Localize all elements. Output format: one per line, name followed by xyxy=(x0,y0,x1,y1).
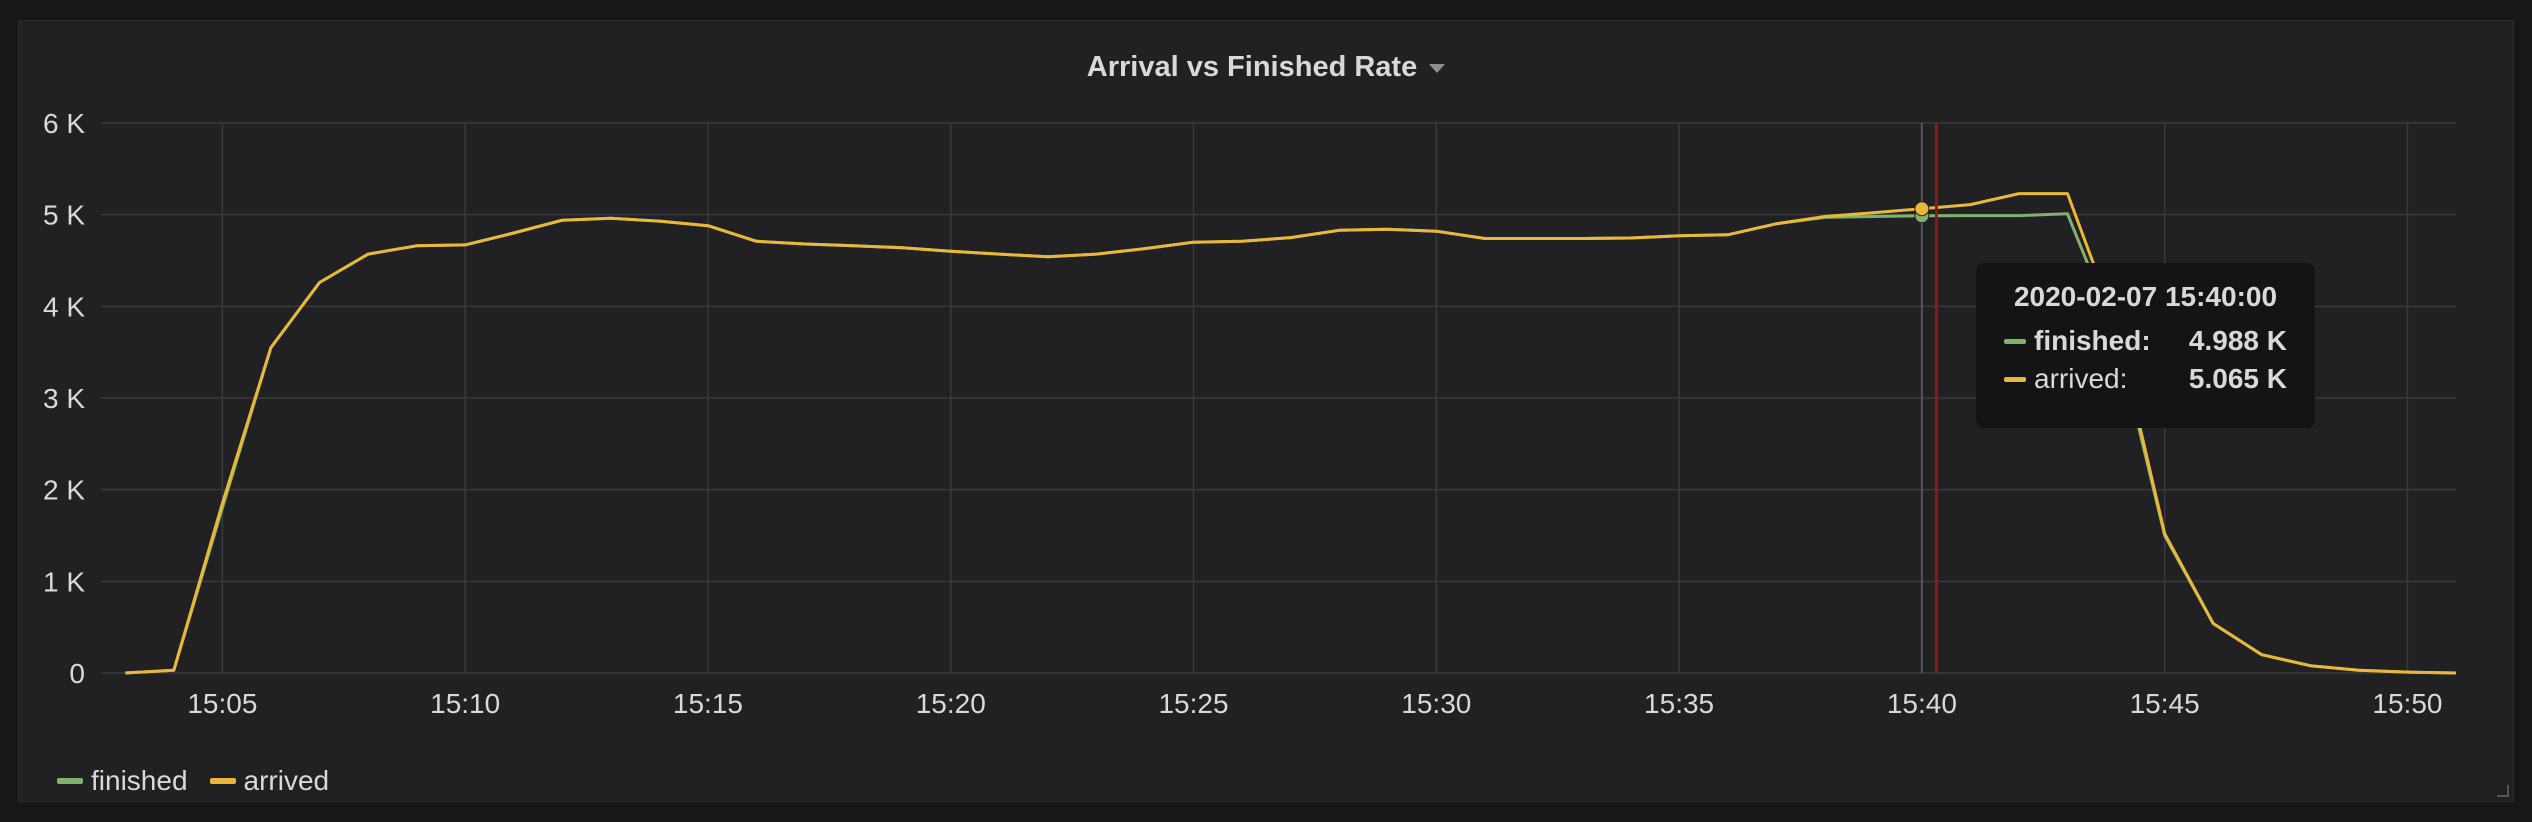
tooltip-swatch-finished xyxy=(2004,338,2026,344)
x-tick-label: 15:05 xyxy=(187,688,257,719)
x-tick-label: 15:25 xyxy=(1158,688,1228,719)
x-tick-label: 15:10 xyxy=(430,688,500,719)
tooltip-series-value: 4.988 K xyxy=(2188,325,2287,356)
legend-swatch-finished xyxy=(57,778,83,784)
y-tick-label: 4 K xyxy=(43,291,85,322)
line-chart[interactable]: 0 1 K 2 K 3 K 4 K 5 K 6 K 15:05 15:10 15:15 15:20 1… xyxy=(19,21,2515,803)
hover-tooltip: 2020-02-07 15:40:00 finished: 4.988 K ar… xyxy=(1976,263,2315,428)
y-tick-label: 6 K xyxy=(43,108,85,139)
y-tick-label: 1 K xyxy=(43,566,85,597)
legend-item-finished[interactable]: finished xyxy=(57,765,188,797)
x-tick-label: 15:15 xyxy=(673,688,743,719)
graph-panel: Arrival vs Finished Rate 0 1 K 2 K 3 K 4 K 5 … xyxy=(18,20,2514,802)
x-tick-label: 15:35 xyxy=(1644,688,1714,719)
tooltip-series-value: 5.065 K xyxy=(2188,363,2287,394)
x-tick-label: 15:20 xyxy=(916,688,986,719)
legend: finished arrived xyxy=(57,765,329,797)
hover-point-arrived xyxy=(1914,201,1930,217)
x-tick-label: 15:40 xyxy=(1887,688,1957,719)
y-tick-label: 3 K xyxy=(43,383,85,414)
series-line-arrived xyxy=(125,192,2457,675)
tooltip-row-finished: finished: 4.988 K xyxy=(2004,325,2287,357)
x-tick-label: 15:30 xyxy=(1401,688,1471,719)
tooltip-swatch-arrived xyxy=(2004,376,2026,382)
tooltip-series-name: arrived: xyxy=(2034,363,2128,394)
legend-item-arrived[interactable]: arrived xyxy=(209,765,330,797)
resize-handle[interactable] xyxy=(2497,785,2509,797)
legend-label-arrived: arrived xyxy=(243,765,330,796)
tooltip-series-name: finished: xyxy=(2034,325,2151,356)
x-tick-label: 15:50 xyxy=(2372,688,2442,719)
legend-label-finished: finished xyxy=(91,765,188,796)
tooltip-row-arrived: arrived: 5.065 K xyxy=(2004,363,2287,395)
tooltip-time: 2020-02-07 15:40:00 xyxy=(2013,281,2278,312)
panel-title[interactable]: Arrival vs Finished Rate xyxy=(19,51,2513,84)
y-tick-label: 5 K xyxy=(43,200,85,231)
legend-swatch-arrived xyxy=(209,778,236,784)
x-tick-label: 15:45 xyxy=(2130,688,2200,719)
panel-title-text: Arrival vs Finished Rate xyxy=(1086,51,1418,83)
y-tick-label: 0 xyxy=(69,658,85,689)
y-tick-label: 2 K xyxy=(43,475,85,506)
chevron-down-icon[interactable] xyxy=(1429,63,1446,73)
